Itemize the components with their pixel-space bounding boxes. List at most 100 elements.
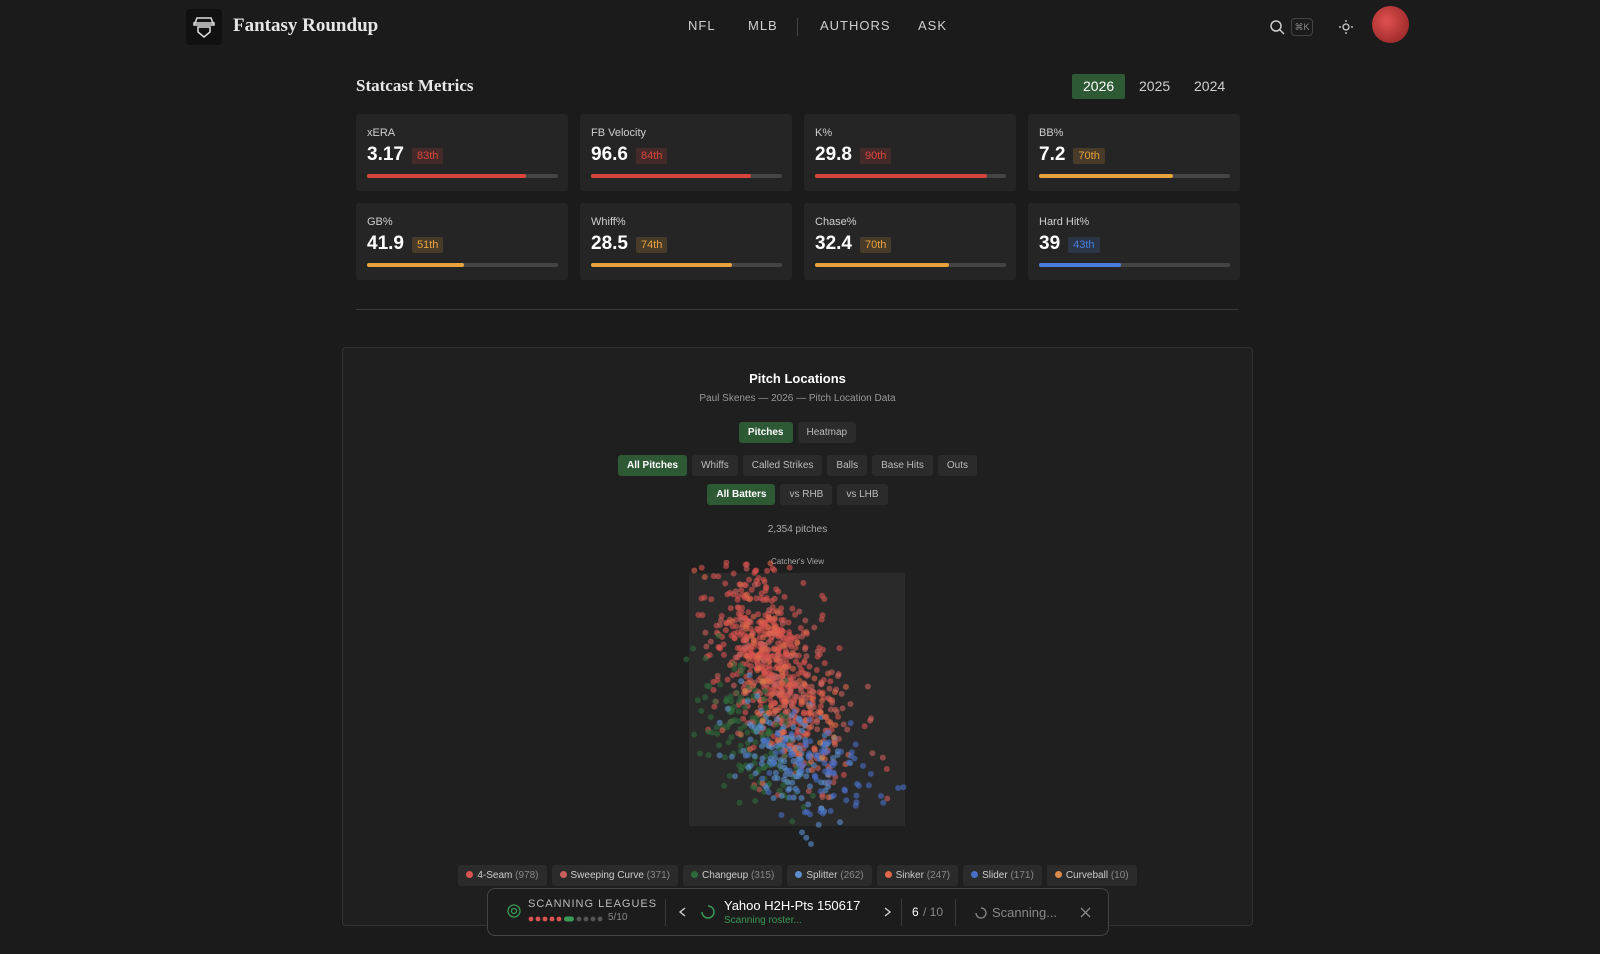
filter-button[interactable]: All Pitches	[617, 455, 688, 476]
pitch-dot	[740, 747, 747, 754]
pitch-dot	[798, 699, 805, 706]
filter-button[interactable]: Called Strikes	[742, 455, 823, 476]
nav-link[interactable]: ASK	[918, 18, 948, 33]
pitch-dot	[774, 652, 781, 659]
year-tab[interactable]: 2026	[1072, 74, 1126, 99]
pitch-dot	[745, 679, 752, 686]
pitch-dot	[702, 655, 709, 662]
pitch-dot	[764, 567, 771, 574]
legend-chip[interactable]: Sinker (247)	[876, 865, 959, 886]
pitch-dot	[806, 750, 813, 757]
pitch-dot	[883, 766, 890, 773]
filter-button[interactable]: Balls	[827, 455, 868, 476]
separator	[665, 899, 666, 926]
pitch-dot	[727, 605, 734, 612]
pitch-dot	[806, 691, 813, 698]
pitch-dot	[839, 705, 846, 712]
legend-chip[interactable]: Curveball (10)	[1046, 865, 1137, 886]
filter-button[interactable]: vs RHB	[780, 484, 833, 505]
pitch-dot	[815, 821, 822, 828]
nav-link[interactable]: NFL	[688, 18, 716, 33]
pitch-dot	[698, 707, 705, 714]
pitch-dot	[836, 645, 843, 652]
legend-name: 4-Seam	[477, 870, 513, 881]
pitch-dot	[825, 766, 832, 773]
filter-button[interactable]: Heatmap	[797, 422, 857, 443]
next-button[interactable]	[881, 906, 893, 918]
pitch-dot	[820, 749, 827, 756]
pitch-dot	[830, 770, 837, 777]
pitch-dot	[759, 743, 766, 750]
prev-button[interactable]	[677, 906, 689, 918]
pitch-dot	[817, 703, 824, 710]
panel-subtitle: Paul Skenes — 2026 — Pitch Location Data	[699, 393, 896, 404]
separator	[901, 899, 902, 926]
filter-button[interactable]: All Batters	[707, 484, 776, 505]
pitch-dot	[792, 658, 799, 665]
pitch-dot	[772, 708, 779, 715]
pitch-dot	[832, 722, 839, 729]
divider	[356, 309, 1238, 310]
pitch-dot	[805, 703, 812, 710]
legend-chip[interactable]: Splitter (262)	[787, 865, 872, 886]
pitch-dot	[772, 769, 779, 776]
pitch-dot	[723, 695, 730, 702]
pitch-dot	[762, 645, 769, 652]
percentile-track	[591, 174, 782, 178]
brand[interactable]: Fantasy Roundup	[233, 15, 379, 36]
pitch-dot	[758, 625, 765, 632]
pitch-dot	[750, 636, 757, 643]
percentile-bar	[815, 263, 949, 267]
legend-name: Splitter	[806, 870, 838, 881]
pitch-dot	[810, 792, 817, 799]
filter-button[interactable]: vs LHB	[837, 484, 888, 505]
percentile-bar	[1039, 263, 1122, 267]
legend-swatch	[1054, 871, 1062, 878]
close-button[interactable]	[1080, 907, 1091, 918]
separator	[955, 899, 956, 926]
pitch-dot	[789, 649, 796, 656]
pitch-dot	[831, 689, 838, 696]
filter-button[interactable]: Pitches	[738, 422, 793, 443]
filter-button[interactable]: Whiffs	[692, 455, 738, 476]
pitch-dot	[811, 675, 818, 682]
legend-name: Slider	[982, 870, 1008, 881]
pitch-dot	[747, 663, 754, 670]
legend-chip[interactable]: 4-Seam (978)	[458, 865, 547, 886]
pitch-dot	[751, 753, 758, 760]
search-icon[interactable]	[1269, 19, 1285, 35]
pitch-dot	[761, 651, 768, 658]
avatar[interactable]	[1372, 6, 1409, 43]
pitch-dot	[798, 829, 805, 836]
legend-swatch	[795, 871, 803, 878]
theme-toggle[interactable]	[1338, 19, 1354, 35]
percentile-track	[815, 263, 1006, 267]
filter-button[interactable]: Base Hits	[872, 455, 933, 476]
pitch-dot	[782, 753, 789, 760]
legend-chip[interactable]: Changeup (315)	[683, 865, 783, 886]
progress-dots	[528, 916, 603, 922]
legend-chip[interactable]: Sweeping Curve (371)	[551, 865, 679, 886]
batter-filters: All Batters vs RHB vs LHB	[342, 484, 1253, 505]
legend-swatch	[971, 871, 979, 878]
pitch-dot	[754, 660, 761, 667]
pitch-dot	[791, 708, 798, 715]
pitch-dot	[754, 692, 761, 699]
nav-link[interactable]: AUTHORS	[820, 18, 891, 33]
metric-label: FB Velocity	[591, 127, 647, 139]
year-tab[interactable]: 2024	[1194, 78, 1226, 94]
pitch-dot	[766, 607, 773, 614]
pitch-dot	[727, 718, 734, 725]
year-tab[interactable]: 2025	[1139, 78, 1171, 94]
pitch-dot	[792, 611, 799, 618]
filter-button[interactable]: Outs	[937, 455, 978, 476]
nav-link[interactable]: MLB	[748, 18, 778, 33]
metric-value: 28.5	[591, 233, 628, 254]
logo[interactable]	[186, 9, 222, 45]
legend-chip[interactable]: Slider (171)	[963, 865, 1042, 886]
pitch-dot	[784, 708, 791, 715]
pitch-dot	[732, 588, 739, 595]
pitch-dot	[830, 734, 837, 741]
scanner-title: SCANNING LEAGUES	[528, 898, 658, 910]
